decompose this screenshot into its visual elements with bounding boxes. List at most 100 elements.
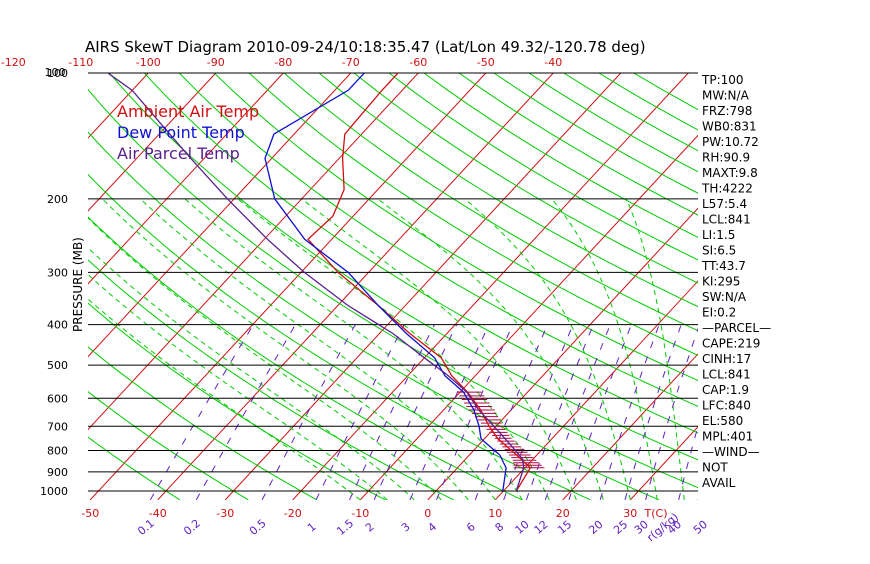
dry-adiabat-line: [213, 73, 698, 382]
mixing-ratio-line: [474, 324, 549, 500]
index-23: MPL:401: [702, 430, 753, 444]
chart-title: AIRS SkewT Diagram 2010-09-24/10:18:35.4…: [85, 38, 646, 56]
mixing-ratio-line: [645, 327, 698, 500]
y-tick-label: 700: [47, 420, 68, 433]
dry-adiabat-line: [88, 436, 181, 500]
index-4: PW:10.72: [702, 135, 759, 149]
moist-adiabat-line: [101, 198, 469, 500]
index-6: MAXT:9.8: [702, 166, 758, 180]
index-15: EI:0.2: [702, 306, 736, 320]
index-26: AVAIL: [702, 476, 736, 490]
moist-adiabat-line: [88, 298, 361, 500]
isotherm-line: [765, 73, 870, 500]
bottom-temp-tick-label: -50: [81, 507, 99, 520]
index-11: SI:6.5: [702, 244, 736, 258]
isotherm-line: [88, 73, 284, 285]
mixing-ratio-line: [624, 324, 682, 500]
mixing-ratio-label: 15: [555, 518, 574, 537]
mixing-ratio-line: [436, 324, 514, 500]
mixing-ratio-line: [373, 324, 458, 500]
moist-adiabat-line: [184, 198, 523, 500]
mixing-ratio-label: 4: [425, 520, 439, 534]
top-temp-tick-label: -110: [68, 56, 93, 69]
index-25: NOT: [702, 461, 728, 475]
legend: Ambient Air Temp Dew Point Temp Air Parc…: [117, 102, 259, 163]
index-21: LFC:840: [702, 399, 751, 413]
mixing-ratio-line: [149, 324, 254, 500]
index-12: TT:43.7: [701, 259, 746, 273]
top-temp-tick-label: -90: [207, 56, 225, 69]
index-10: LI:1.5: [702, 228, 735, 242]
y-tick-label: 400: [47, 319, 68, 332]
bottom-temp-tick-label: 30: [623, 507, 637, 520]
moist-adiabat-line: [88, 273, 388, 500]
isotherm-line: [0, 73, 13, 500]
mixing-ratio-label: 1: [305, 520, 319, 534]
isotherm-line: [88, 73, 419, 431]
series-ambient-air-temp: [307, 73, 532, 492]
bottom-temp-tick-label: -20: [284, 507, 302, 520]
moist-adiabat-line: [301, 198, 577, 500]
mixing-ratio-line: [544, 324, 611, 500]
mixing-ratio-line: [261, 324, 356, 500]
mixing-ratio-label: 12: [532, 518, 551, 537]
index-19: LCL:841: [702, 368, 751, 382]
moist-adiabat-line: [139, 198, 496, 500]
y-tick-label: 900: [47, 466, 68, 479]
mixing-ratio-label: 50: [691, 518, 710, 537]
top-temp-tick-label: -40: [544, 56, 562, 69]
bottom-temp-tick-label: 0: [424, 507, 431, 520]
dry-adiabat-line: [88, 88, 698, 489]
mixing-ratio-line: [599, 324, 660, 500]
index-8: L57:5.4: [702, 197, 747, 211]
bottom-temp-tick-label: 10: [488, 507, 502, 520]
moist-adiabat-line: [551, 198, 658, 500]
mixing-ratio-label: 25: [611, 518, 630, 537]
mixing-ratio-label: 20: [586, 518, 605, 537]
bottom-temp-tick-label: -30: [216, 507, 234, 520]
bottom-temp-tick-label: 20: [556, 507, 570, 520]
mixing-ratio-label: 3: [399, 520, 413, 534]
index-13: KI:295: [702, 275, 740, 289]
dry-adiabat-line: [88, 131, 660, 500]
isotherm-line: [0, 73, 81, 500]
dry-adiabat-line: [88, 346, 318, 500]
mixing-ratio-line: [568, 324, 632, 500]
dry-adiabat-line: [248, 73, 698, 356]
dry-adiabat-line: [108, 73, 698, 461]
top-temp-tick-label: -120: [1, 56, 26, 69]
isotherm-line: [224, 73, 622, 500]
moist-adiabat-line: [88, 217, 442, 500]
dry-adiabat-line: [88, 391, 249, 500]
y-tick-label: 800: [47, 444, 68, 457]
moist-adiabat-line: [237, 198, 550, 500]
mixing-ratio-label: 8: [493, 520, 507, 534]
dry-adiabat-line: [318, 73, 698, 308]
mixing-ratio-label: 2: [363, 520, 377, 534]
top-temp-tick-label: -70: [342, 56, 360, 69]
index-16: —PARCEL—: [702, 321, 771, 335]
top-temp-tick-label: -100: [136, 56, 161, 69]
y-tick-label: 300: [47, 266, 68, 279]
top-pressure-label: 100: [45, 66, 66, 79]
isotherm-line: [88, 73, 217, 212]
mixing-ratio-line: [503, 324, 574, 500]
top-temp-tick-label: -50: [477, 56, 495, 69]
dry-adiabat-line: [88, 216, 523, 500]
y-tick-label: 600: [47, 392, 68, 405]
isotherm-line: [89, 73, 487, 500]
index-2: FRZ:798: [702, 104, 752, 118]
mixing-ratio-line: [195, 324, 296, 500]
mixing-ratio-line: [525, 324, 594, 500]
isotherm-line: [629, 426, 698, 500]
mixing-ratio-line: [678, 424, 698, 500]
isotherm-line: [427, 207, 698, 500]
dry-adiabat-line: [88, 173, 591, 500]
dry-adiabat-line: [283, 73, 698, 332]
dry-adiabat-line: [143, 73, 698, 434]
isotherm-line: [494, 280, 698, 500]
index-18: CINH:17: [702, 352, 751, 366]
